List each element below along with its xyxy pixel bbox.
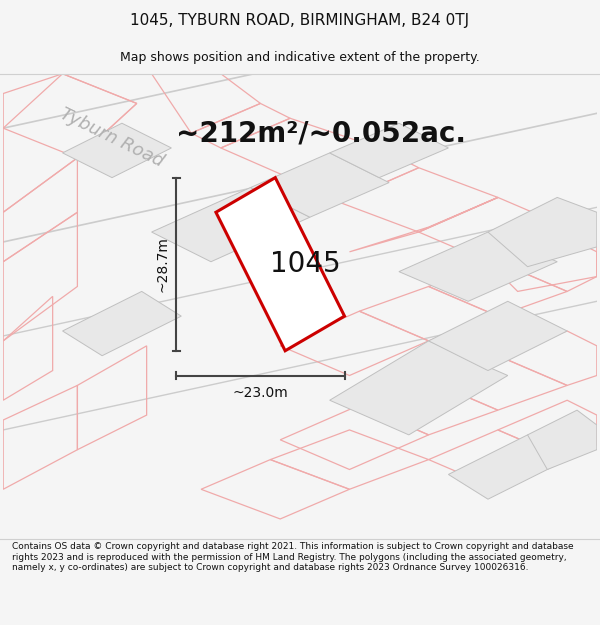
Text: ~28.7m: ~28.7m	[155, 236, 169, 292]
Polygon shape	[62, 123, 172, 177]
Polygon shape	[216, 177, 344, 351]
Polygon shape	[251, 153, 389, 218]
Polygon shape	[428, 301, 567, 371]
Text: Tyburn Road: Tyburn Road	[57, 105, 167, 171]
Text: 1045, TYBURN ROAD, BIRMINGHAM, B24 0TJ: 1045, TYBURN ROAD, BIRMINGHAM, B24 0TJ	[130, 13, 470, 28]
Polygon shape	[448, 435, 567, 499]
Polygon shape	[527, 410, 597, 469]
Text: ~23.0m: ~23.0m	[233, 386, 289, 401]
Polygon shape	[399, 232, 557, 301]
Text: Contains OS data © Crown copyright and database right 2021. This information is : Contains OS data © Crown copyright and d…	[12, 542, 574, 572]
Polygon shape	[152, 188, 310, 262]
Text: Map shows position and indicative extent of the property.: Map shows position and indicative extent…	[120, 51, 480, 64]
Polygon shape	[62, 291, 181, 356]
Polygon shape	[488, 198, 597, 267]
Polygon shape	[329, 341, 508, 435]
Text: ~212m²/~0.052ac.: ~212m²/~0.052ac.	[176, 119, 466, 147]
Text: 1045: 1045	[269, 250, 340, 278]
Polygon shape	[329, 123, 448, 177]
